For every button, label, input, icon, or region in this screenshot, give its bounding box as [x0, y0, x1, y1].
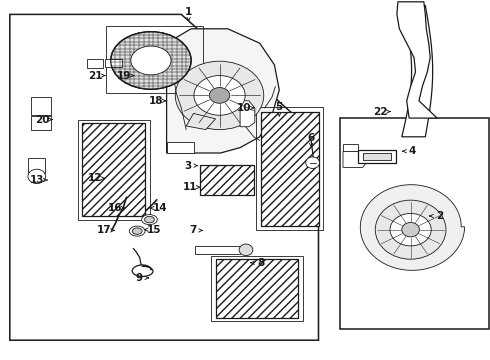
Polygon shape [363, 153, 391, 160]
Text: 7: 7 [189, 225, 196, 235]
Text: 21: 21 [88, 71, 102, 81]
Polygon shape [397, 2, 437, 118]
Text: 5: 5 [276, 102, 283, 112]
Text: 10: 10 [237, 103, 251, 113]
Ellipse shape [132, 228, 142, 234]
Ellipse shape [209, 87, 230, 103]
Ellipse shape [111, 32, 191, 89]
Ellipse shape [390, 213, 431, 246]
Text: 12: 12 [87, 173, 102, 183]
Text: 3: 3 [184, 161, 191, 171]
Polygon shape [343, 144, 358, 151]
Polygon shape [340, 118, 489, 329]
Polygon shape [105, 59, 122, 67]
Ellipse shape [375, 200, 446, 259]
Ellipse shape [194, 76, 245, 115]
Polygon shape [31, 97, 51, 115]
Polygon shape [216, 259, 298, 318]
Text: 13: 13 [30, 175, 45, 185]
Polygon shape [167, 142, 194, 153]
Text: 8: 8 [257, 258, 264, 268]
Ellipse shape [239, 244, 253, 256]
Ellipse shape [131, 46, 171, 75]
Text: 17: 17 [97, 225, 112, 235]
Text: 22: 22 [373, 107, 388, 117]
Polygon shape [186, 113, 216, 130]
Text: 2: 2 [436, 211, 443, 221]
Ellipse shape [306, 157, 319, 168]
Ellipse shape [175, 61, 264, 130]
Polygon shape [261, 112, 318, 226]
Polygon shape [360, 185, 465, 270]
Polygon shape [87, 59, 103, 68]
Polygon shape [402, 5, 433, 137]
Polygon shape [195, 246, 240, 254]
Polygon shape [10, 14, 318, 340]
Text: 4: 4 [409, 146, 416, 156]
Text: 19: 19 [117, 71, 131, 81]
Text: 18: 18 [148, 96, 163, 106]
Text: 14: 14 [153, 203, 168, 213]
Text: 11: 11 [183, 182, 197, 192]
Ellipse shape [142, 215, 157, 225]
Text: 9: 9 [135, 273, 142, 283]
Polygon shape [200, 165, 254, 195]
Polygon shape [343, 151, 367, 167]
Text: 16: 16 [107, 203, 122, 213]
Text: 1: 1 [185, 7, 192, 17]
Polygon shape [82, 123, 145, 216]
Polygon shape [28, 158, 45, 173]
Text: 6: 6 [308, 133, 315, 143]
Text: 20: 20 [35, 114, 49, 125]
Ellipse shape [145, 216, 154, 223]
Polygon shape [240, 101, 255, 127]
Ellipse shape [402, 222, 419, 237]
Ellipse shape [129, 226, 145, 236]
Text: 15: 15 [147, 225, 162, 235]
Polygon shape [31, 116, 51, 130]
Polygon shape [167, 29, 279, 153]
Polygon shape [358, 150, 396, 163]
Ellipse shape [28, 169, 46, 184]
